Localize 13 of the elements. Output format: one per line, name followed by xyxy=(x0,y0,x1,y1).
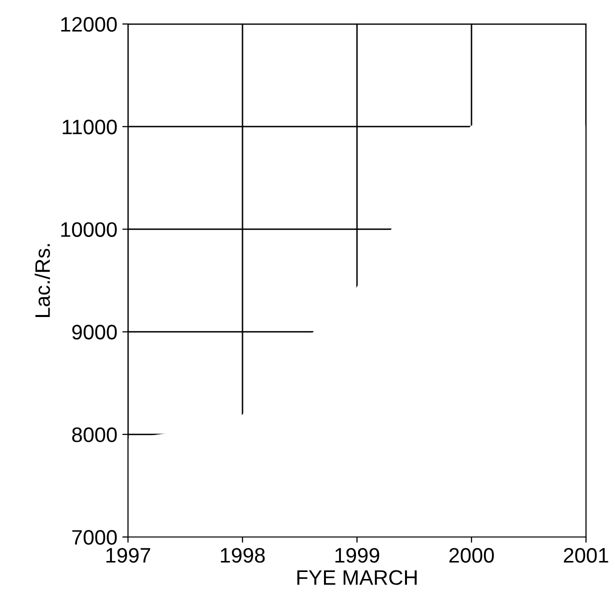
x-tick-label: 2001 xyxy=(564,548,608,563)
x-tick-label: 1997 xyxy=(106,548,150,563)
x-tick-label: 2000 xyxy=(449,548,494,563)
y-axis-title: Lac./Rs. xyxy=(34,244,50,317)
y-tick-label: 12000 xyxy=(61,17,117,32)
y-tick-label: 8000 xyxy=(72,427,117,442)
y-tick-label: 10000 xyxy=(61,222,117,237)
x-axis-title: FYE MARCH xyxy=(297,570,417,585)
y-tick-label: 9000 xyxy=(72,324,117,340)
y-tick-label: 7000 xyxy=(72,530,117,545)
x-tick-label: 1998 xyxy=(220,548,265,563)
y-tick-label: 11000 xyxy=(62,120,117,134)
x-tick-label: 1999 xyxy=(335,548,380,563)
